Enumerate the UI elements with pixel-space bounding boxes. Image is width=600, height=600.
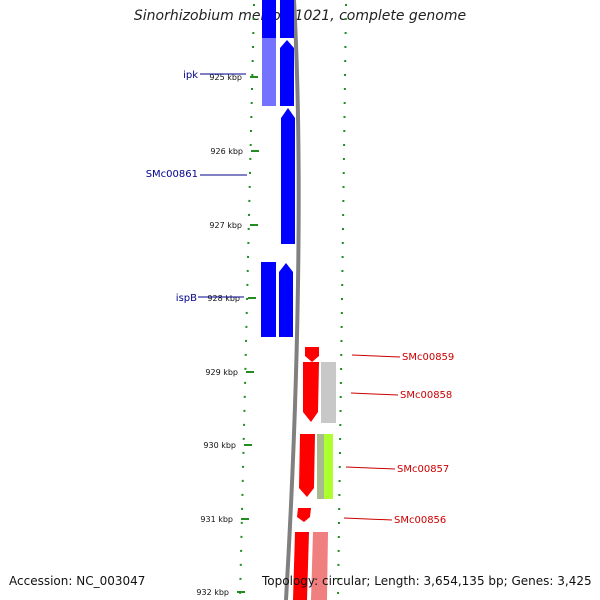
gene-label-leader [350,392,399,396]
kbp-tick-label: 930 kbp [203,441,236,450]
smc00858-gene-arrow[interactable] [303,362,319,422]
kbp-ruler: 925 kbp 926 kbp 927 kbp 928 kbp 929 kbp 930 k… [196,73,259,597]
kbp-tick-label: 927 kbp [209,221,242,230]
genome-backbone [284,0,301,600]
smc00859-gene-arrow[interactable] [305,347,319,362]
gene-label-smc00856[interactable]: SMc00856 [394,515,446,526]
gene-label-leader [343,517,393,521]
bottom-pink-block[interactable] [311,532,328,600]
dotted-guides [239,3,347,599]
kbp-tick-label: 932 kbp [196,588,229,597]
smc00857-gene-arrow[interactable] [299,434,315,497]
kbp-tick-label: 926 kbp [210,147,243,156]
top-gene-arrow[interactable] [280,0,294,38]
gene-label-ipk[interactable]: ipk [183,70,198,81]
smc00856-gene-arrow[interactable] [297,508,311,522]
gene-label-smc00857[interactable]: SMc00857 [397,464,449,475]
kbp-tick-label: 929 kbp [205,368,238,377]
gene-label-ispb[interactable]: ispB [176,293,197,304]
forward-strand-features [261,0,295,337]
gene-labels: ipk SMc00861 ispB SMc00859 SMc00858 SMc00857 S… [146,70,455,526]
gene-label-smc00861[interactable]: SMc00861 [146,169,198,180]
gene-label-leader [351,354,401,358]
ipk-gene-arrow[interactable] [280,40,294,106]
top-feature-segment[interactable] [262,0,276,38]
smc00861-gene-arrow[interactable] [281,108,295,244]
kbp-tick-label: 925 kbp [209,73,242,82]
smc00858-pseudo-block[interactable] [321,362,336,423]
ispb-gene-arrow[interactable] [279,263,293,337]
ispb-gene-block[interactable] [261,262,276,337]
kbp-tick-label: 931 kbp [200,515,233,524]
left-dotted-guide [239,3,255,599]
accession-label: Accession: NC_003047 [9,574,146,588]
reverse-strand-features [293,347,336,600]
smc00857-grey-block[interactable] [317,434,324,499]
gene-label-smc00858[interactable]: SMc00858 [400,390,452,401]
gene-label-smc00859[interactable]: SMc00859 [402,352,454,363]
topology-label: Topology: circular; Length: 3,654,135 bp… [262,574,592,588]
kbp-tick-label: 928 kbp [207,294,240,303]
genome-title: Sinorhizobium meliloti 1021, complete ge… [133,8,467,24]
gene-label-leader [345,466,396,470]
bottom-reverse-arrow[interactable] [293,532,309,600]
right-dotted-guide [337,3,347,599]
